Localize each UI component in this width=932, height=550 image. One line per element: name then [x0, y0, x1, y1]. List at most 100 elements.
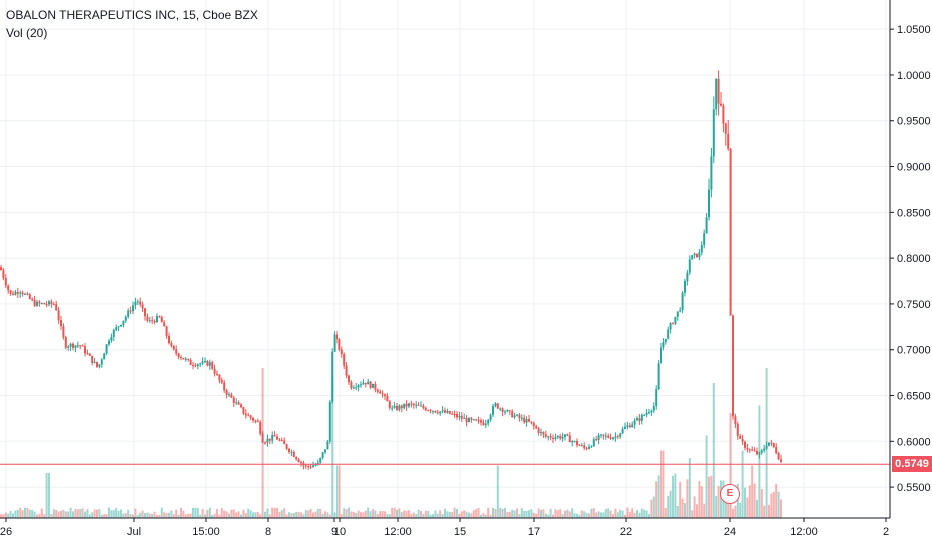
volume-bar — [676, 505, 679, 518]
volume-bar — [9, 511, 12, 518]
volume-bar — [763, 505, 766, 518]
symbol-title[interactable]: OBALON THERAPEUTICS INC, 15, Cboe BZX — [6, 8, 258, 22]
candle-body — [518, 414, 521, 419]
volume-bar — [199, 514, 202, 518]
candle-body — [62, 326, 65, 338]
volume-bar — [357, 510, 360, 518]
y-tick-label: 0.7000 — [897, 345, 931, 357]
candle-body — [120, 324, 122, 327]
earnings-marker-icon[interactable]: E — [720, 484, 740, 504]
volume-bar — [201, 508, 204, 518]
candle-body — [604, 435, 607, 437]
volume-bar — [19, 507, 22, 518]
volume-bar — [662, 450, 665, 518]
candle-body — [134, 302, 137, 306]
candle-body — [345, 365, 348, 376]
x-tick-label: 17 — [528, 526, 540, 538]
volume-bar — [388, 514, 391, 518]
candle-body — [780, 459, 782, 462]
candle-body — [136, 301, 139, 303]
candle-body — [69, 343, 72, 347]
candle-body — [55, 304, 58, 311]
candle-body — [242, 407, 245, 414]
volume-bar — [16, 509, 19, 518]
volume-bar — [348, 507, 350, 518]
candle-body — [595, 439, 598, 441]
volume-bar — [194, 507, 197, 518]
candle-body — [705, 217, 708, 234]
chart-legend: OBALON THERAPEUTICS INC, 15, Cboe BZX Vo… — [6, 6, 258, 42]
volume-bar — [0, 514, 2, 518]
volume-bar — [475, 509, 478, 518]
candle-body — [453, 413, 456, 415]
candle-body — [196, 364, 199, 367]
volume-bar — [321, 513, 324, 518]
candle-body — [31, 298, 34, 300]
volume-bar — [456, 508, 458, 518]
candle-body — [655, 389, 658, 406]
candle-body — [693, 253, 696, 256]
candle-body — [240, 404, 242, 408]
candle-body — [0, 267, 2, 271]
volume-bar — [319, 508, 322, 518]
candle-body — [412, 403, 415, 406]
candle-body — [110, 336, 113, 341]
candle-body — [266, 438, 269, 443]
volume-bar — [187, 513, 190, 518]
candle-body — [614, 436, 617, 438]
candle-body — [247, 415, 250, 417]
candle-body — [580, 445, 583, 447]
candle-body — [482, 422, 485, 426]
candle-body — [465, 417, 468, 423]
candle-body — [739, 435, 742, 439]
volume-bar — [732, 508, 734, 518]
candle-body — [748, 449, 751, 451]
candle-body — [108, 340, 110, 345]
volume-bar — [336, 465, 338, 518]
volume-bar — [192, 507, 194, 518]
candle-body — [621, 428, 624, 434]
candle-body — [415, 404, 418, 406]
volume-bar — [120, 509, 122, 518]
candle-body — [362, 382, 365, 385]
volume-indicator-label[interactable]: Vol (20) — [6, 26, 48, 40]
candle-body — [105, 344, 108, 354]
candle-body — [672, 323, 674, 325]
volume-bar — [40, 508, 43, 518]
volume-bar — [91, 512, 94, 518]
candle-body — [439, 411, 442, 414]
volume-bar — [772, 491, 775, 518]
candle-body — [700, 245, 703, 253]
volume-bar — [607, 508, 610, 518]
volume-bar — [105, 514, 108, 518]
candle-body — [336, 334, 338, 340]
candle-body — [79, 345, 82, 347]
candle-body — [746, 447, 749, 450]
candle-body — [624, 426, 626, 429]
candle-body — [74, 345, 77, 348]
candle-body — [744, 441, 746, 448]
volume-bar — [410, 513, 413, 518]
candle-body — [285, 444, 288, 449]
candle-body — [93, 361, 96, 363]
candle-body — [470, 418, 473, 420]
candle-body — [657, 363, 660, 390]
volume-bar — [340, 514, 343, 518]
candle-body — [400, 405, 403, 409]
candle-body — [199, 363, 202, 365]
volume-bar — [396, 509, 398, 518]
volume-bar — [525, 511, 528, 518]
volume-bar — [631, 508, 634, 518]
candle-body — [300, 462, 302, 464]
volume-bar — [643, 509, 646, 518]
volume-bar — [350, 511, 353, 518]
candle-body — [309, 466, 312, 468]
volume-bar — [108, 507, 110, 518]
volume-bar — [343, 508, 346, 518]
candle-body — [597, 435, 600, 440]
candle-body — [24, 293, 26, 295]
candle-body — [667, 329, 670, 339]
candle-body — [326, 441, 329, 450]
candle-body — [319, 457, 322, 463]
